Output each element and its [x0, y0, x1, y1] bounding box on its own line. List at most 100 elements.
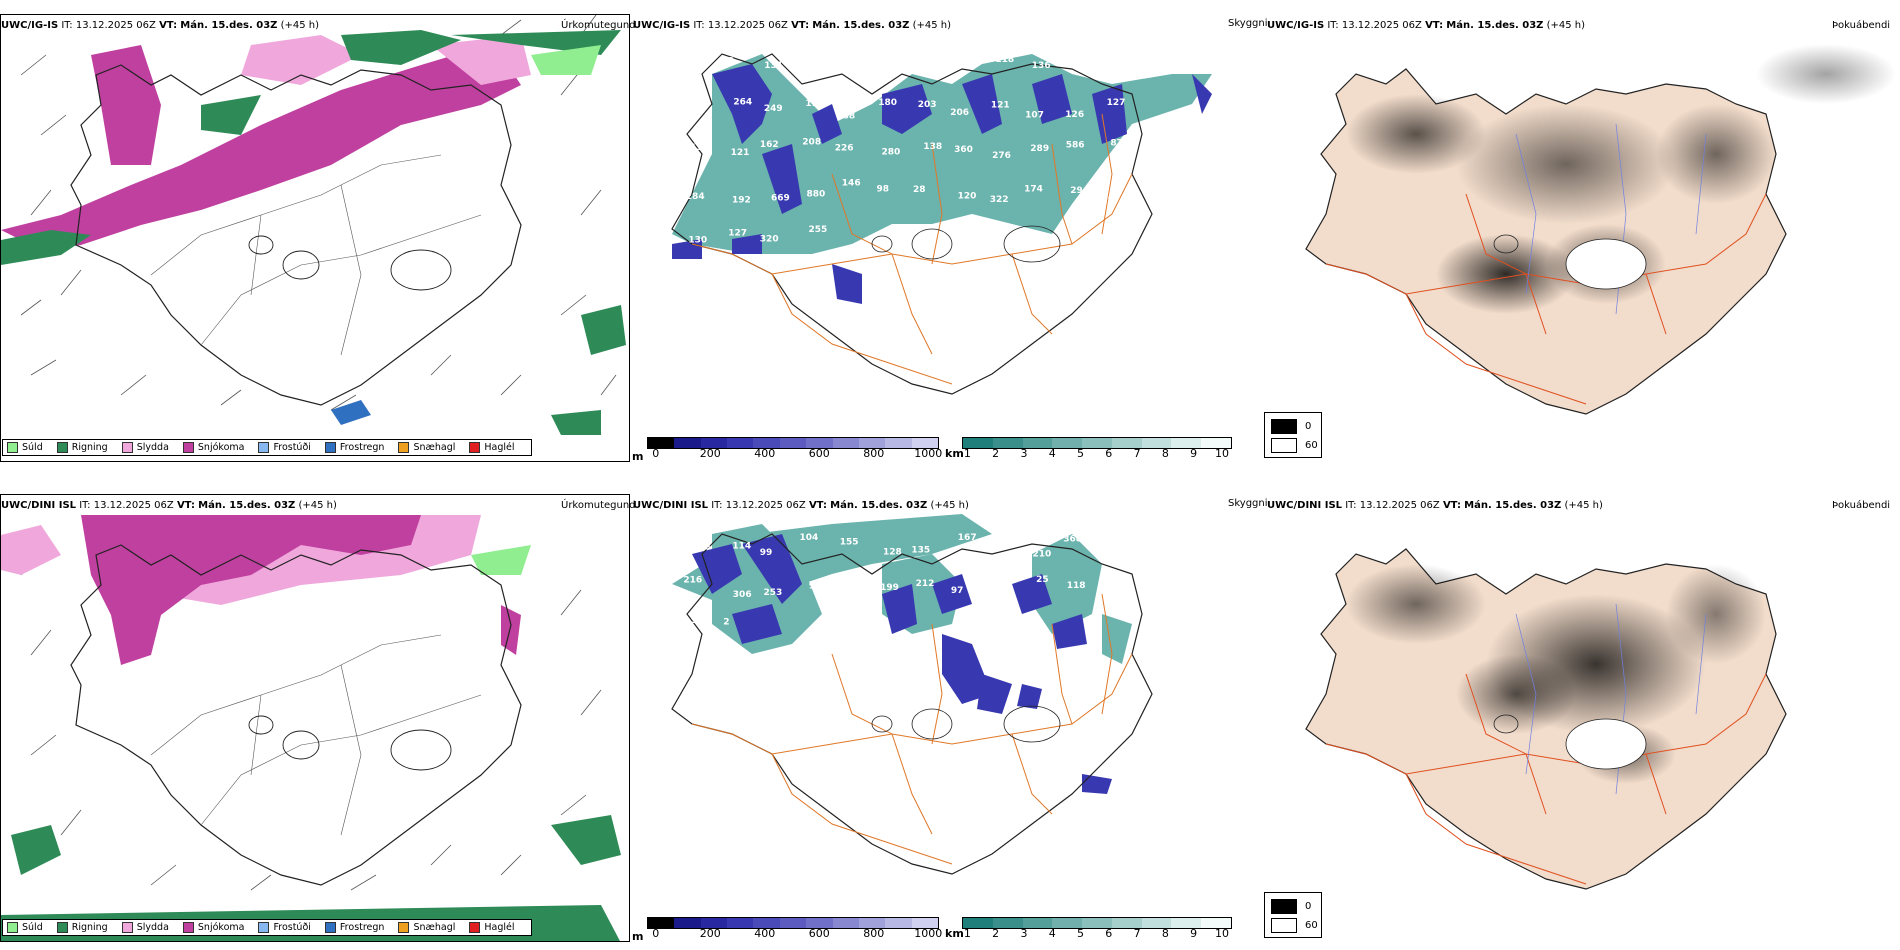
visibility-value: 206: [950, 108, 969, 118]
lead-time: (+45 h): [1564, 500, 1603, 511]
visibility-value: 253: [764, 588, 783, 598]
it-value: 13.12.2025 06Z: [725, 500, 806, 511]
snow-area: [1, 45, 521, 250]
panel-header: UWC/IG-IS IT: 13.12.2025 06Z VT: Mán. 15…: [1, 20, 319, 31]
colorbar-tick: 9: [1190, 447, 1198, 460]
visibility-value: 255: [809, 225, 828, 235]
colorbar-km-unit: km: [945, 927, 964, 940]
freezing-rain-area: [331, 400, 371, 425]
colorbar-swatch: [1082, 438, 1112, 448]
colorbar-tick: 800: [863, 927, 885, 940]
colorbar-swatch: [700, 918, 728, 928]
roads-lines: [150, 154, 482, 356]
visibility-value: 249: [764, 104, 783, 114]
sleet-area: [241, 35, 531, 85]
colorbar-swatch: [806, 438, 833, 448]
visibility-value: 116: [805, 99, 824, 109]
it-label: IT:: [711, 500, 723, 511]
swatch: [398, 922, 410, 933]
visibility-value: 98: [691, 616, 704, 626]
lead-time: (+45 h): [1546, 20, 1586, 31]
colorbar-tick: 200: [699, 927, 721, 940]
panel-header: UWC/DINI ISL IT: 13.12.2025 06Z VT: Mán.…: [1, 500, 337, 511]
legend-label: Haglél: [484, 922, 515, 933]
vt-value: Mán. 15.des. 03Z: [198, 500, 296, 511]
colorbar-swatch: [832, 918, 859, 928]
colorbar-tick: 8: [1161, 447, 1169, 460]
visibility-value: 201: [1065, 53, 1084, 63]
visibility-value: 128: [883, 548, 902, 558]
visibility-value: 167: [958, 533, 977, 543]
roads: [691, 593, 1133, 865]
legend-item: Súld: [7, 922, 43, 933]
visibility-value: 276: [992, 151, 1011, 161]
visibility-map: 234 32 131 92 85 114 105 102 118 136 201 227 167 264 2…: [671, 53, 1212, 395]
colorbar-tick: 800: [863, 447, 885, 460]
vt-label: VT:: [159, 20, 178, 31]
legend-label: Frostregn: [339, 442, 385, 453]
field-fog: Þokuábendi: [1832, 20, 1891, 31]
legend-item: Rigning: [56, 442, 108, 453]
iceland-outline: [671, 53, 1153, 395]
visibility-value: 880: [807, 190, 826, 200]
precip-type-map: [1, 15, 626, 435]
visibility-value: 107: [1025, 111, 1044, 121]
colorbar-swatch: [1141, 438, 1172, 448]
colorbar-tick: 400: [754, 447, 776, 460]
visibility-value: 155: [840, 538, 859, 548]
legend-item: Snjókoma: [182, 442, 245, 453]
swatch: [121, 442, 133, 453]
glaciers: [248, 235, 452, 291]
model-name: UWC/DINI ISL: [633, 500, 709, 511]
colorbar-m-ticks: 0 200 400 600 800 1000: [647, 927, 942, 941]
vt-label: VT:: [808, 500, 827, 511]
legend-label: 0: [1305, 901, 1312, 912]
visibility-value: 85: [842, 59, 855, 69]
swatch: [7, 922, 18, 933]
visibility-value: 872: [1110, 138, 1129, 148]
glaciers: [1493, 234, 1647, 290]
colorbar-swatch: [648, 918, 675, 928]
very-low-visibility: [692, 534, 1112, 794]
visibility-value: 669: [771, 194, 790, 204]
iceland-outline: [70, 544, 522, 886]
visibility-value: 97: [951, 586, 964, 596]
visibility-value: 146: [842, 178, 861, 188]
visibility-value: 226: [835, 143, 854, 153]
field-precip-type: Úrkomutegund: [561, 20, 636, 31]
visibility-value: 203: [692, 542, 711, 552]
snow-area: [81, 515, 521, 665]
legend-label: Súld: [22, 442, 43, 453]
visibility-value: 32: [722, 56, 735, 66]
colorbar-tick: 2: [992, 447, 1000, 460]
colorbar-swatch: [1022, 918, 1053, 928]
colorbar-swatch: [753, 918, 780, 928]
visibility-value: 320: [760, 234, 779, 244]
visibility-value: 2: [723, 618, 729, 628]
visibility-value: 146: [1113, 585, 1132, 595]
colorbar-tick: 1000: [914, 447, 943, 460]
visibility-value: 208: [802, 138, 821, 148]
legend-label: Snjókoma: [197, 442, 245, 453]
visibility-values: 203 114 99 104 155 128 135 167 168 210 368 394 216 30…: [683, 533, 1131, 628]
visibility-value: 284: [686, 192, 705, 202]
swatch: [1271, 438, 1297, 453]
visibility-value: 104: [800, 533, 819, 543]
model-name: UWC/IG-IS: [633, 20, 691, 31]
vt-value: Mán. 15.des. 03Z: [180, 20, 278, 31]
colorbar-tick: 10: [1214, 927, 1229, 940]
lead-time: (+45 h): [298, 500, 337, 511]
visibility-value: 135: [911, 545, 930, 555]
lead-time: (+45 h): [912, 20, 952, 31]
panel-header: UWC/IG-IS IT: 13.12.2025 06Z VT: Mán. 15…: [633, 20, 951, 31]
legend-label: 60: [1305, 920, 1318, 931]
colorbar-tick: 5: [1077, 927, 1084, 940]
visibility-value: 153: [1000, 574, 1019, 584]
field-fog: Þokuábendi: [1832, 500, 1891, 511]
field-precip-type: Úrkomutegund: [561, 500, 636, 511]
fog-legend-item: 0: [1271, 419, 1321, 434]
visibility-value: 118: [995, 55, 1014, 65]
visibility-panel-row1: 234 32 131 92 85 114 105 102 118 136 201 227 167 264 2…: [632, 14, 1262, 462]
colorbar-swatch: [992, 438, 1023, 448]
colorbar-km: [962, 437, 1232, 449]
